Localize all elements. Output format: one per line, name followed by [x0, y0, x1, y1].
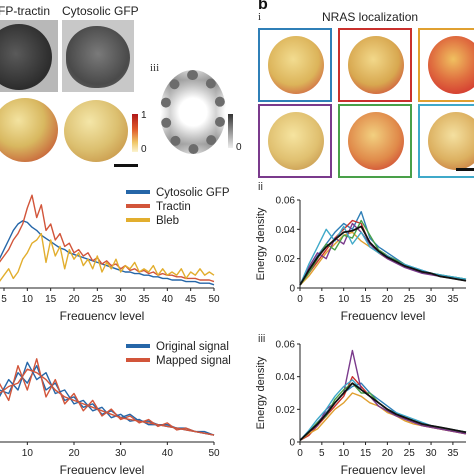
x-tick-label: 5 [319, 448, 325, 459]
x-tick-label: 35 [138, 294, 150, 305]
series-line-6 [299, 382, 467, 442]
x-axis-label: Frequency level [341, 463, 426, 474]
x-tick-label: 30 [115, 294, 127, 305]
colorbar-max-label: 1 [141, 110, 147, 121]
x-tick-label: 5 [319, 294, 325, 305]
nras-cell-render [268, 112, 324, 170]
nras-cell-image [418, 104, 474, 178]
y-tick-label: 0.02 [276, 405, 296, 416]
x-tick-label: 40 [162, 448, 174, 459]
y-axis-label: Energy density [255, 356, 267, 429]
nras-cell-render [428, 36, 474, 94]
nras-cell-image [338, 104, 412, 178]
chart-a-ii: 5 10 15 20 25 30 35 40 45 50 Frequency level Cytoso… [0, 187, 230, 320]
x-tick-label: 20 [68, 448, 80, 459]
x-tick-label: 25 [404, 294, 416, 305]
nras-cell-image [418, 28, 474, 102]
nras-cell-render [348, 112, 404, 170]
y-tick-label: 0.02 [276, 254, 296, 265]
x-tick-label: 20 [382, 448, 394, 459]
y-tick-label: 0.06 [276, 340, 296, 351]
legend-entry: Cytosolic GFP [156, 187, 230, 199]
x-tick-label: 20 [382, 294, 394, 305]
y-tick-label: 0 [289, 438, 295, 449]
panel-b-title: NRAS localization [322, 10, 419, 24]
series-line-0 [0, 220, 215, 286]
panel-a-label-tractin: FP-tractin [0, 4, 51, 18]
x-tick-label: 0 [297, 448, 303, 459]
series-line-3 [0, 368, 215, 436]
series-line-6 [299, 225, 467, 286]
segmentation-render [160, 70, 226, 154]
x-tick-label: 45 [185, 294, 197, 305]
x-axis-label: Frequency level [60, 309, 145, 320]
tractin-3d-render [0, 98, 58, 162]
x-tick-label: 5 [1, 294, 7, 305]
cytosolic-3d-render [64, 100, 128, 162]
panel-b-scale-bar [456, 168, 474, 171]
y-tick-label: 0 [289, 284, 295, 295]
x-tick-label: 40 [162, 294, 174, 305]
series-line-2 [0, 232, 215, 282]
legend-entry: Original signal [156, 341, 229, 353]
panel-sub-label: ii [258, 181, 263, 193]
chart-b-ii: 0 5 10 15 20 25 30 35 0 0.02 0.04 0.06 Frequency lev… [255, 181, 467, 320]
x-tick-label: 20 [68, 294, 80, 305]
series-line-1 [0, 194, 215, 283]
panel-a-label-cytosolic: Cytosolic GFP [62, 4, 139, 18]
x-tick-label: 35 [447, 448, 459, 459]
x-tick-label: 10 [338, 294, 350, 305]
series-line-1 [0, 358, 215, 436]
x-axis-label: Frequency level [60, 463, 145, 474]
gray-colorbar-min-label: 0 [236, 142, 242, 153]
y-axis-label: Energy density [255, 207, 267, 280]
x-tick-label: 30 [425, 448, 437, 459]
x-tick-label: 25 [404, 448, 416, 459]
nras-cell-render [268, 36, 324, 94]
gray-colorbar [228, 114, 233, 148]
nras-cell-image [338, 28, 412, 102]
nras-cell-image [258, 104, 332, 178]
legend-entry: Mapped signal [156, 355, 231, 367]
x-tick-label: 10 [22, 294, 34, 305]
x-tick-label: 10 [22, 448, 34, 459]
chart-b-iii: 0 5 10 15 20 25 30 35 0 0.02 0.04 0.06 Frequency lev… [255, 333, 467, 474]
x-tick-label: 30 [115, 448, 127, 459]
cytosolic-micrograph [62, 20, 134, 92]
x-tick-label: 50 [208, 294, 220, 305]
x-tick-label: 0 [297, 294, 303, 305]
tractin-micrograph [0, 20, 58, 92]
x-tick-label: 15 [45, 294, 57, 305]
nras-cell-render [348, 36, 404, 94]
nras-cell-render [428, 112, 474, 170]
y-tick-label: 0.04 [276, 372, 296, 383]
x-axis-label: Frequency level [341, 309, 426, 320]
legend-entry: Tractin [156, 201, 191, 213]
panel-sub-label: iii [258, 333, 265, 345]
scale-bar [114, 164, 138, 167]
legend-entry: Bleb [156, 215, 179, 227]
panel-a-iii-label: iii [150, 62, 160, 74]
y-tick-label: 0.04 [276, 225, 296, 236]
x-tick-label: 15 [360, 448, 372, 459]
panel-b-letter: b [258, 0, 268, 13]
x-tick-label: 30 [425, 294, 437, 305]
x-tick-label: 50 [208, 448, 220, 459]
nras-cell-image [258, 28, 332, 102]
energy-colorbar [132, 114, 138, 152]
x-tick-label: 35 [447, 294, 459, 305]
x-tick-label: 25 [92, 294, 104, 305]
panel-b-i-label: i [258, 11, 262, 23]
y-tick-label: 0.06 [276, 196, 296, 207]
colorbar-min-label: 0 [141, 144, 147, 155]
x-tick-label: 10 [338, 448, 350, 459]
x-tick-label: 15 [360, 294, 372, 305]
chart-a-iv: 10 20 30 40 50 Frequency level Original signal… [0, 341, 231, 474]
